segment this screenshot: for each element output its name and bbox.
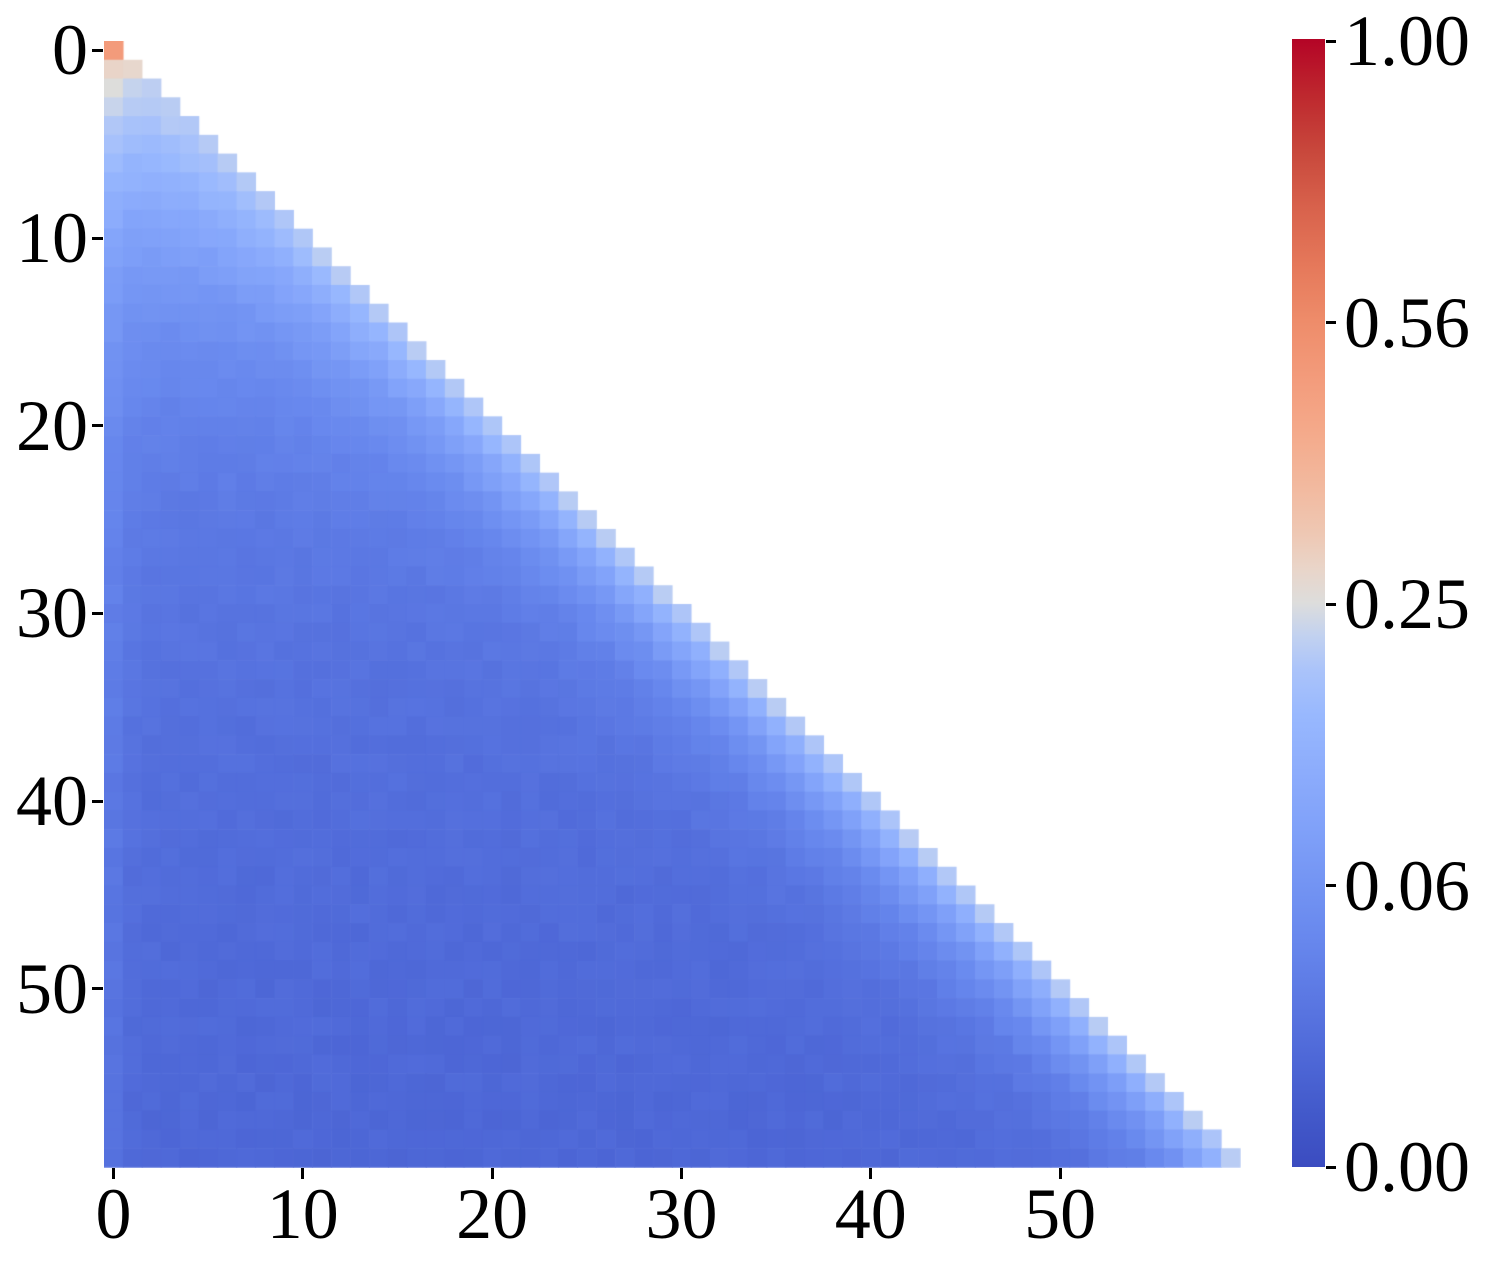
colorbar-tick-label: 0.25 (1344, 564, 1470, 644)
y-axis-tick (92, 424, 103, 428)
y-axis-tick-label: 50 (16, 948, 88, 1029)
colorbar-tick (1326, 321, 1336, 324)
x-axis-tick-label: 20 (456, 1174, 529, 1255)
x-axis-tick (680, 1168, 683, 1180)
y-axis-tick (92, 48, 103, 52)
colorbar-tick-label: 0.56 (1344, 282, 1470, 363)
y-axis-tick (92, 987, 103, 991)
x-axis-tick-label: 30 (645, 1174, 718, 1255)
x-axis-tick-label: 10 (266, 1174, 339, 1255)
x-axis-tick-label: 0 (95, 1174, 132, 1255)
y-axis-tick-label: 0 (52, 10, 88, 91)
colorbar-tick (1326, 1165, 1336, 1169)
colorbar (1292, 39, 1325, 1167)
colorbar-tick-label: 0.00 (1344, 1127, 1470, 1207)
x-axis-tick (490, 1168, 494, 1180)
x-axis-tick (112, 1168, 115, 1180)
y-axis-tick-label: 40 (16, 761, 88, 842)
y-axis-tick (92, 799, 103, 803)
y-axis-tick-label: 10 (16, 198, 88, 278)
y-axis-tick-label: 30 (16, 573, 88, 654)
x-axis-tick (301, 1168, 305, 1180)
colorbar-tick-label: 1.00 (1344, 1, 1470, 81)
colorbar-tick (1326, 884, 1336, 887)
x-axis-tick-label: 50 (1024, 1174, 1097, 1255)
x-axis-tick (869, 1168, 873, 1180)
y-axis-tick-label: 20 (16, 385, 88, 466)
triangular-heatmap (104, 41, 1241, 1168)
x-axis-tick-label: 40 (834, 1174, 907, 1255)
x-axis-tick (1058, 1168, 1062, 1180)
colorbar-tick-label: 0.06 (1344, 845, 1470, 926)
y-axis-tick (92, 611, 103, 615)
colorbar-tick (1326, 602, 1336, 606)
y-axis-tick (92, 236, 103, 240)
colorbar-tick (1326, 39, 1336, 43)
